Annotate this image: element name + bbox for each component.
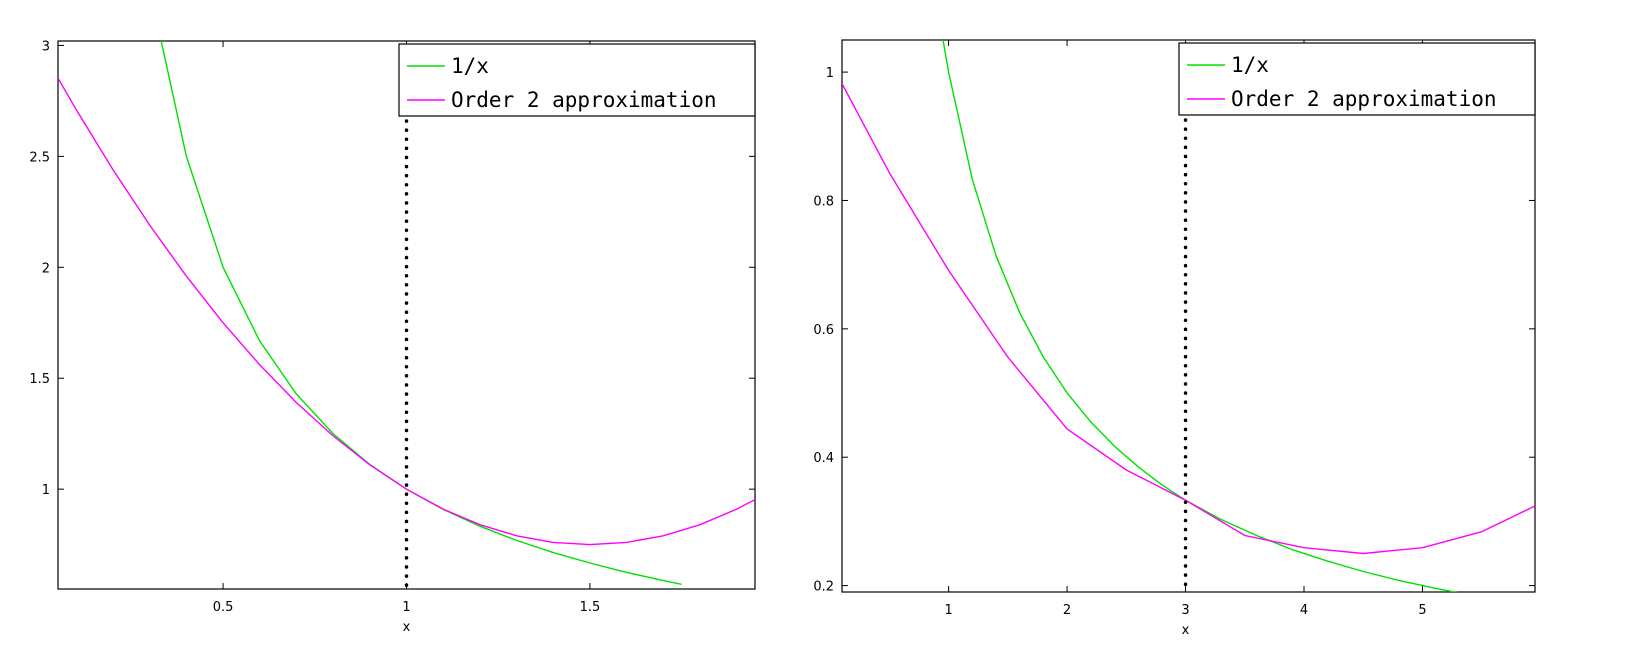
- axes-box: [57, 40, 756, 590]
- y-tick-label: 1.5: [29, 372, 50, 387]
- y-tick-label: 3: [42, 39, 50, 54]
- x-tick-label: 3: [1181, 603, 1189, 618]
- series-line-order2: [58, 77, 755, 546]
- x-tick-label: 1: [402, 600, 410, 615]
- x-tick-label: 5: [1418, 603, 1426, 618]
- series-line-reciprocal: [942, 40, 1458, 592]
- x-tick-label: 1.5: [580, 600, 601, 615]
- y-tick-label: 1: [826, 66, 834, 81]
- y-tick-label: 0.2: [813, 580, 834, 595]
- y-tick-label: 2.5: [29, 150, 50, 165]
- legend-box: [398, 43, 756, 117]
- axes-box: [841, 39, 1536, 593]
- x-axis-label: x: [1182, 623, 1190, 638]
- x-tick-label: 2: [1063, 603, 1071, 618]
- legend-entry: 1/x: [1231, 53, 1269, 77]
- x-tick-label: 0.5: [213, 600, 234, 615]
- y-tick-label: 0.6: [813, 323, 834, 338]
- y-tick-label: 1: [42, 483, 50, 498]
- legend-box: [1178, 42, 1536, 116]
- y-tick-label: 0.4: [813, 451, 834, 466]
- x-tick-label: 4: [1300, 603, 1308, 618]
- x-axis-label: x: [403, 620, 411, 635]
- x-tick-label: 1: [944, 603, 952, 618]
- legend-entry: Order 2 approximation: [451, 88, 717, 112]
- chart-right: 1 2 3 4 5 0.2 0.4 0.6 0.8 1 x 1/x Order 2 approximat…: [813, 39, 1536, 638]
- y-tick-label: 2: [42, 261, 50, 276]
- series-line-order2: [842, 83, 1535, 555]
- legend-entry: 1/x: [451, 54, 489, 78]
- series-line-reciprocal: [160, 41, 682, 585]
- y-tick-label: 0.8: [813, 194, 834, 209]
- legend-entry: Order 2 approximation: [1231, 87, 1497, 111]
- chart-left: 0.5 1 1.5 1 1.5 2 2.5 3 x 1/x Order 2 approximatio…: [29, 39, 756, 635]
